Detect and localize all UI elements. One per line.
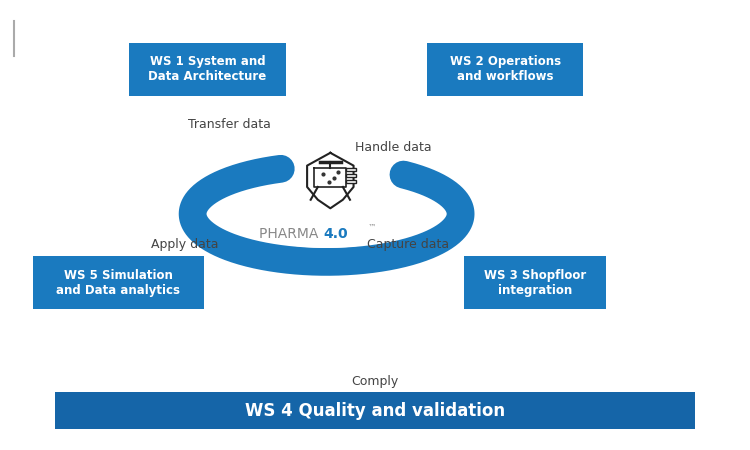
Text: Transfer data: Transfer data <box>188 118 272 131</box>
Text: WS 1 System and
Data Architecture: WS 1 System and Data Architecture <box>148 55 267 83</box>
FancyBboxPatch shape <box>346 174 356 177</box>
Text: Comply: Comply <box>351 375 399 388</box>
Text: Apply data: Apply data <box>152 238 219 252</box>
Polygon shape <box>233 180 420 247</box>
Text: Handle data: Handle data <box>356 141 432 154</box>
Text: 4.0: 4.0 <box>323 227 347 241</box>
Text: WS 5 Simulation
and Data analytics: WS 5 Simulation and Data analytics <box>56 269 180 297</box>
FancyBboxPatch shape <box>55 392 695 429</box>
Text: Capture data: Capture data <box>368 238 449 252</box>
FancyBboxPatch shape <box>464 256 606 310</box>
FancyBboxPatch shape <box>346 180 356 183</box>
Text: WS 2 Operations
and workflows: WS 2 Operations and workflows <box>450 55 561 83</box>
FancyBboxPatch shape <box>427 43 584 96</box>
Text: WS 3 Shopfloor
integration: WS 3 Shopfloor integration <box>484 269 586 297</box>
Text: WS 4 Quality and validation: WS 4 Quality and validation <box>245 401 505 419</box>
FancyBboxPatch shape <box>32 256 204 310</box>
FancyBboxPatch shape <box>129 43 286 96</box>
Text: PHARMA: PHARMA <box>260 227 323 241</box>
FancyBboxPatch shape <box>346 167 356 171</box>
Text: ™: ™ <box>368 223 376 232</box>
